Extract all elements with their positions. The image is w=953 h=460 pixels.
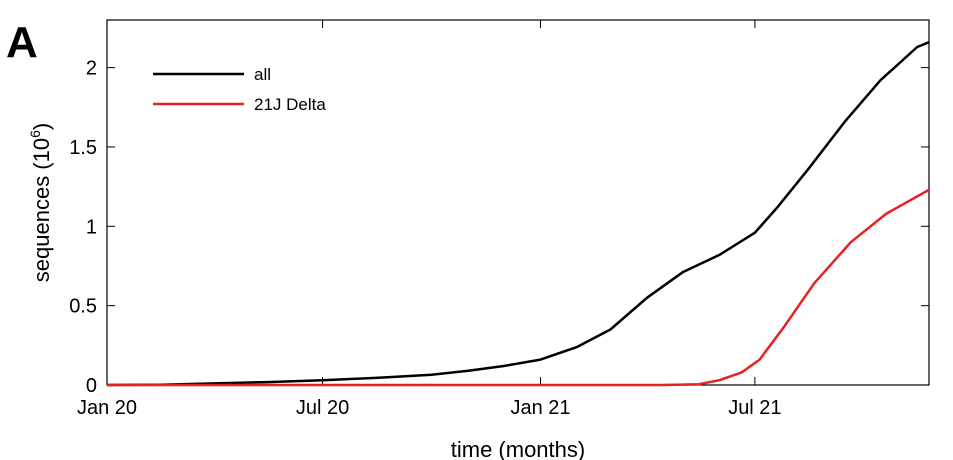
x-tick-label: Jan 21 — [510, 397, 570, 419]
legend-label-delta: 21J Delta — [254, 95, 326, 114]
series-line-21j-delta — [107, 188, 930, 387]
x-axis-title: time (months) — [451, 437, 585, 460]
x-tick-label: Jul 21 — [728, 397, 781, 419]
legend: all 21J Delta — [153, 65, 326, 114]
x-tick-label: Jul 20 — [296, 397, 349, 419]
y-tick-label: 0 — [86, 375, 97, 397]
y-tick-label: 2 — [86, 58, 97, 80]
y-axis-title-main: sequences (10 — [29, 138, 54, 282]
y-tick-label: 1.5 — [69, 137, 97, 159]
series-line-all — [106, 41, 930, 387]
panel-label: A — [6, 18, 38, 67]
x-tick-label: Jan 20 — [77, 397, 137, 419]
legend-label-all: all — [254, 65, 271, 84]
y-axis-title: sequences (106) — [27, 123, 54, 282]
y-tick-label: 0.5 — [69, 296, 97, 318]
y-axis-title-exponent: 6 — [27, 130, 43, 138]
y-tick-label: 1 — [86, 216, 97, 238]
y-axis-title-close: ) — [29, 123, 54, 130]
